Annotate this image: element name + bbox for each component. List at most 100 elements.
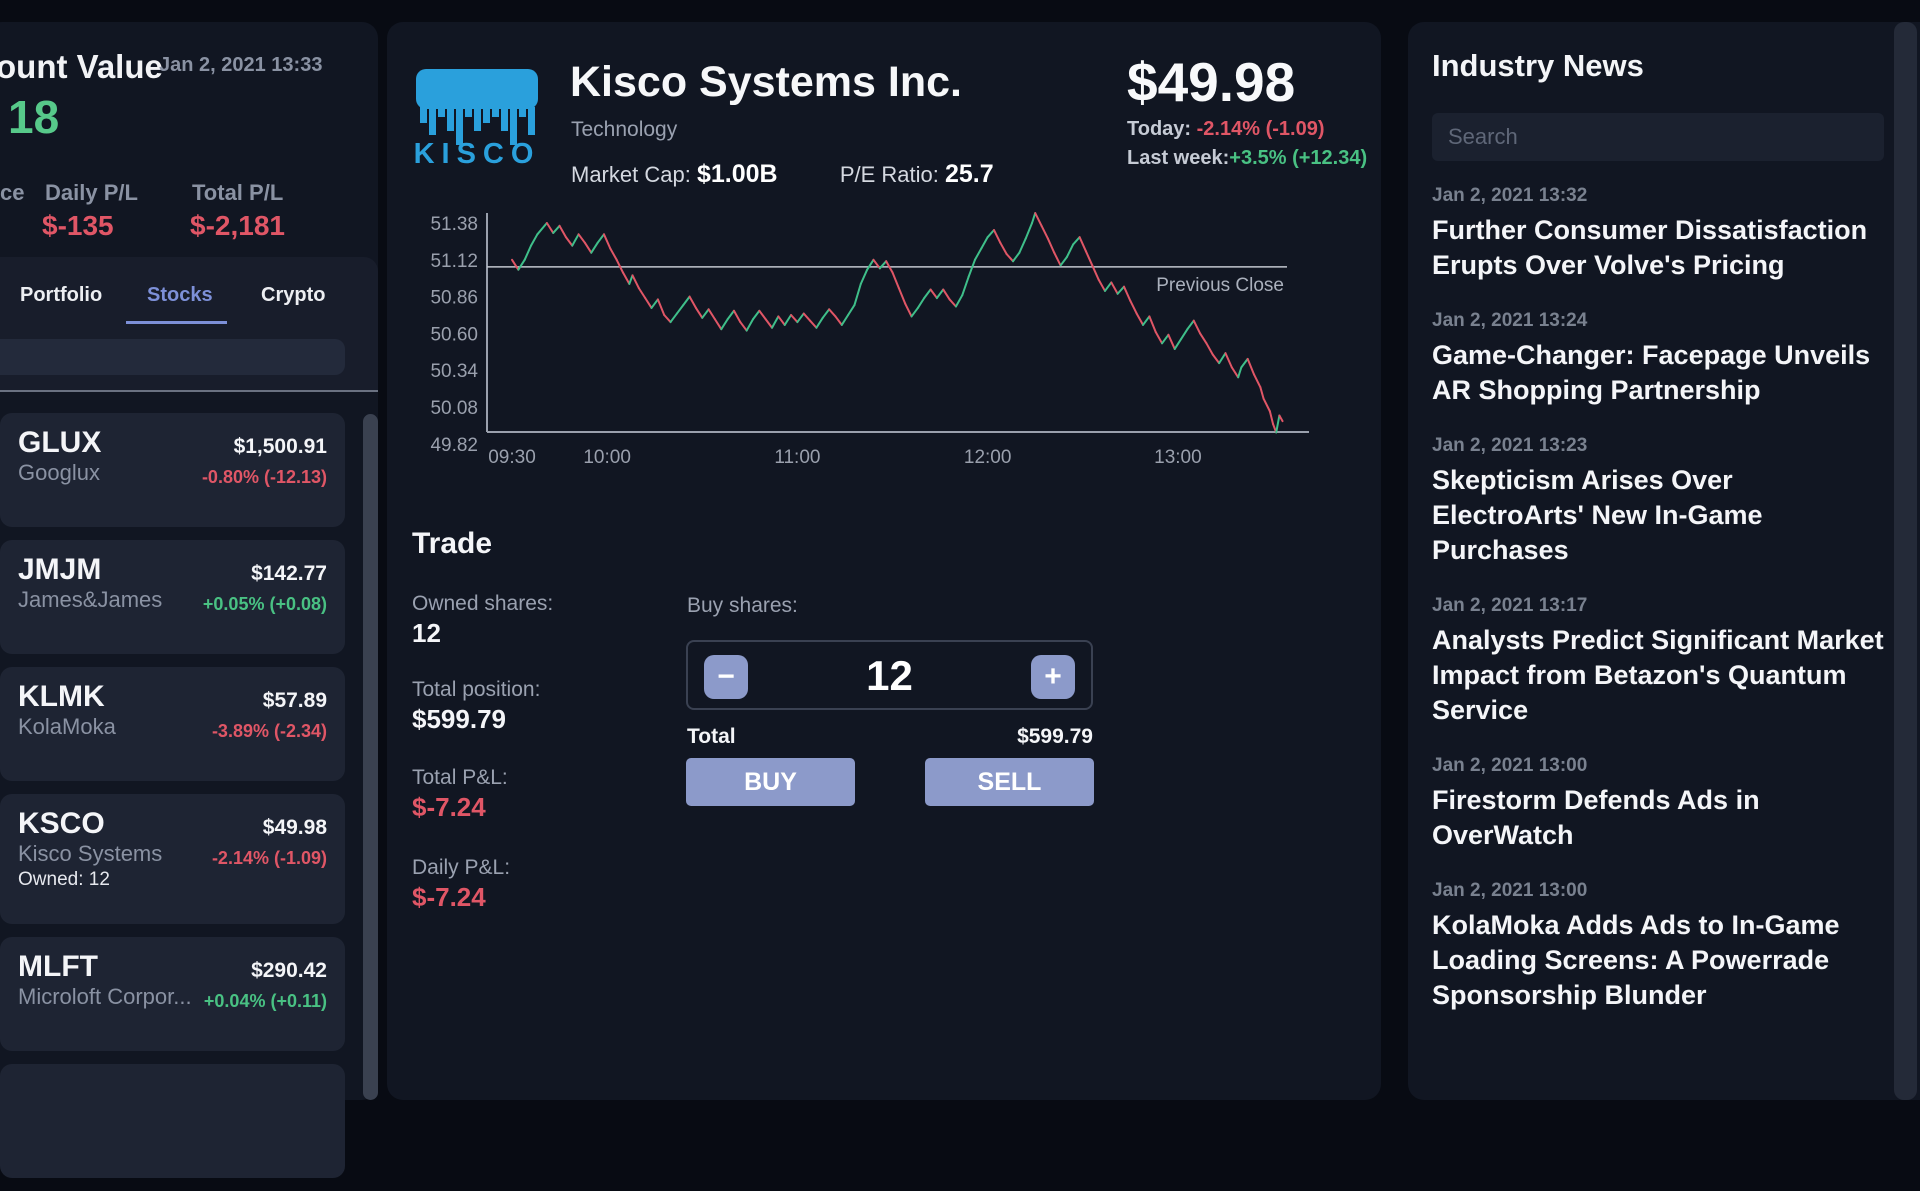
news-headline: Game-Changer: Facepage Unveils AR Shoppi…: [1432, 338, 1887, 408]
news-headline: Firestorm Defends Ads in OverWatch: [1432, 783, 1887, 853]
total-pl-value: $-2,181: [190, 210, 285, 242]
market-cap-label: Market Cap:: [571, 162, 691, 187]
news-title: Industry News: [1432, 48, 1644, 84]
news-item[interactable]: Jan 2, 2021 13:00 KolaMoka Adds Ads to I…: [1432, 880, 1887, 1013]
news-search-input[interactable]: [1432, 113, 1884, 161]
svg-text:50.34: 50.34: [430, 361, 478, 382]
news-date: Jan 2, 2021 13:23: [1432, 435, 1887, 457]
tab-crypto[interactable]: Crypto: [261, 284, 325, 307]
pe-ratio-value: 25.7: [945, 160, 994, 188]
news-scrollbar[interactable]: [1894, 22, 1917, 1100]
tab-stocks[interactable]: Stocks: [147, 284, 213, 307]
stock-list: GLUX Googlux $1,500.91 -0.80% (-12.13) J…: [0, 413, 345, 1191]
owned-shares-value: 12: [412, 618, 441, 649]
kisco-logo: KISCO: [410, 67, 545, 172]
today-change: -2.14% (-1.09): [1197, 118, 1325, 140]
total-position-label: Total position:: [412, 678, 540, 702]
news-date: Jan 2, 2021 13:17: [1432, 595, 1887, 617]
trade-total-pl-label: Total P&L:: [412, 766, 508, 790]
list-item-ksco[interactable]: KSCO Kisco Systems Owned: 12 $49.98 -2.1…: [0, 794, 345, 924]
total-pl-label: Total P/L: [192, 180, 283, 206]
price: $1,500.91: [234, 435, 327, 459]
news-panel: Industry News Jan 2, 2021 13:32 Further …: [1408, 22, 1920, 1100]
svg-text:Previous Close: Previous Close: [1156, 275, 1284, 296]
total-position-value: $599.79: [412, 704, 506, 735]
price: $290.42: [251, 959, 327, 983]
buy-shares-label: Buy shares:: [687, 594, 798, 618]
change: -2.14% (-1.09): [212, 848, 327, 869]
news-date: Jan 2, 2021 13:32: [1432, 185, 1887, 207]
news-date: Jan 2, 2021 13:24: [1432, 310, 1887, 332]
stock-list-scrollbar[interactable]: [363, 414, 378, 1100]
list-item-jmjm[interactable]: JMJM James&James $142.77 +0.05% (+0.08): [0, 540, 345, 654]
daily-pl-label: Daily P/L: [45, 180, 138, 206]
list-item-klmk[interactable]: KLMK KolaMoka $57.89 -3.89% (-2.34): [0, 667, 345, 781]
daily-pl-value: $-135: [42, 210, 114, 242]
news-headline: Analysts Predict Significant Market Impa…: [1432, 623, 1887, 728]
balance-label: ce: [0, 180, 24, 206]
quantity-stepper: − 12 +: [686, 640, 1093, 710]
news-list: Jan 2, 2021 13:32 Further Consumer Dissa…: [1432, 185, 1887, 1040]
price: $142.77: [251, 562, 327, 586]
today-label: Today:: [1127, 118, 1191, 140]
account-value: 18: [8, 90, 59, 144]
current-price: $49.98: [1127, 52, 1377, 112]
svg-text:50.86: 50.86: [430, 288, 478, 309]
pe-ratio-label: P/E Ratio:: [840, 162, 939, 187]
week-label: Last week:: [1127, 147, 1229, 169]
owned-shares-label: Owned shares:: [412, 592, 553, 616]
active-tab-underline: [126, 321, 227, 324]
svg-text:11:00: 11:00: [774, 447, 820, 468]
change: +0.05% (+0.08): [203, 594, 327, 615]
account-value-title: ount Value: [0, 48, 163, 86]
buy-button[interactable]: BUY: [686, 758, 855, 806]
news-headline: Further Consumer Dissatisfaction Erupts …: [1432, 213, 1887, 283]
price: $49.98: [263, 816, 327, 840]
news-date: Jan 2, 2021 13:00: [1432, 880, 1887, 902]
change: -0.80% (-12.13): [202, 467, 327, 488]
svg-text:51.12: 51.12: [430, 251, 478, 272]
svg-text:51.38: 51.38: [430, 214, 478, 235]
news-headline: KolaMoka Adds Ads to In-Game Loading Scr…: [1432, 908, 1887, 1013]
increment-button[interactable]: +: [1031, 655, 1075, 699]
watchlist-tabs-section: Portfolio Stocks Crypto: [0, 257, 378, 390]
list-item-partial[interactable]: [0, 1064, 345, 1178]
week-change: +3.5% (+12.34): [1229, 147, 1367, 169]
price-chart: Previous Close 51.38 51.12 50.86 50.60 50.34 5…: [407, 205, 1347, 475]
portfolio-panel: ount Value Jan 2, 2021 13:33 18 ce Daily…: [0, 22, 378, 1100]
stock-fundamentals: Market Cap: $1.00B P/E Ratio: 25.7: [571, 160, 994, 189]
news-date: Jan 2, 2021 13:00: [1432, 755, 1887, 777]
stock-sector: Technology: [571, 118, 677, 142]
price-block: $49.98 Today: -2.14% (-1.09) Last week:+…: [1127, 52, 1377, 170]
order-total-value: $599.79: [947, 725, 1093, 749]
tab-portfolio[interactable]: Portfolio: [20, 284, 102, 307]
list-divider: [0, 390, 378, 392]
news-headline: Skepticism Arises Over ElectroArts' New …: [1432, 463, 1887, 568]
change: -3.89% (-2.34): [212, 721, 327, 742]
watchlist-search-input[interactable]: [0, 339, 345, 375]
svg-text:50.60: 50.60: [430, 324, 478, 345]
news-item[interactable]: Jan 2, 2021 13:24 Game-Changer: Facepage…: [1432, 310, 1887, 408]
news-item[interactable]: Jan 2, 2021 13:00 Firestorm Defends Ads …: [1432, 755, 1887, 853]
svg-text:13:00: 13:00: [1154, 447, 1202, 468]
trade-daily-pl-value: $-7.24: [412, 882, 486, 913]
trade-total-pl-value: $-7.24: [412, 792, 486, 823]
price: $57.89: [263, 689, 327, 713]
svg-text:KISCO: KISCO: [414, 138, 541, 170]
news-item[interactable]: Jan 2, 2021 13:23 Skepticism Arises Over…: [1432, 435, 1887, 568]
trade-daily-pl-label: Daily P&L:: [412, 856, 510, 880]
order-total-label: Total: [687, 725, 736, 749]
svg-text:09:30: 09:30: [488, 447, 536, 468]
trade-heading: Trade: [412, 527, 492, 561]
list-item-mlft[interactable]: MLFT Microloft Corpor... $290.42 +0.04% …: [0, 937, 345, 1051]
news-item[interactable]: Jan 2, 2021 13:17 Analysts Predict Signi…: [1432, 595, 1887, 728]
svg-text:50.08: 50.08: [430, 398, 478, 419]
stock-title: Kisco Systems Inc.: [570, 58, 962, 107]
market-cap-value: $1.00B: [697, 160, 778, 188]
list-item-glux[interactable]: GLUX Googlux $1,500.91 -0.80% (-12.13): [0, 413, 345, 527]
change: +0.04% (+0.11): [204, 991, 327, 1012]
svg-text:10:00: 10:00: [583, 447, 631, 468]
news-item[interactable]: Jan 2, 2021 13:32 Further Consumer Dissa…: [1432, 185, 1887, 283]
svg-text:12:00: 12:00: [964, 447, 1012, 468]
sell-button[interactable]: SELL: [925, 758, 1094, 806]
